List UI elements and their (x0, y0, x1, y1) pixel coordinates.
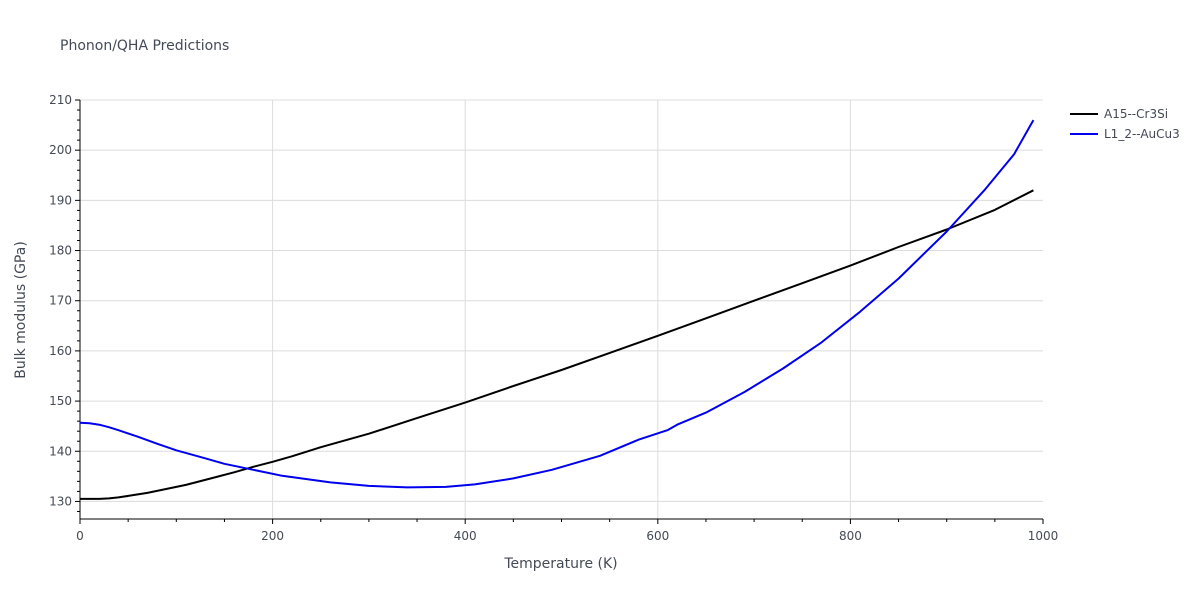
y-axis-title: Bulk modulus (GPa) (13, 241, 29, 379)
y-tick-label: 140 (49, 444, 72, 458)
y-tick-label: 130 (49, 494, 72, 508)
x-tick-label: 800 (839, 529, 862, 543)
tick-labels: 130 140 150 160 170 180 190 200 210 0 200 400 600 800… (49, 93, 1058, 543)
chart-title: Phonon/QHA Predictions (60, 38, 229, 54)
series-line-1 (79, 119, 1035, 489)
y-tick-label: 170 (49, 294, 72, 308)
y-tick-label: 190 (49, 193, 72, 207)
y-tick-label: 200 (49, 143, 72, 157)
axes (75, 99, 1044, 524)
y-tick-label: 160 (49, 344, 72, 358)
grid (80, 99, 1043, 519)
series-lines (79, 119, 1035, 500)
x-axis-title: Temperature (K) (503, 556, 617, 572)
x-tick-label: 1000 (1028, 529, 1059, 543)
x-tick-label: 0 (76, 529, 84, 543)
y-tick-label: 180 (49, 244, 72, 258)
legend: A15--Cr3Si L1_2--AuCu3 (1070, 107, 1180, 141)
x-tick-label: 400 (454, 529, 477, 543)
legend-label-1: L1_2--AuCu3 (1104, 127, 1180, 141)
y-tick-label: 150 (49, 394, 72, 408)
series-line-0 (80, 189, 1034, 500)
y-tick-label: 210 (49, 93, 72, 107)
x-tick-label: 600 (646, 529, 669, 543)
x-tick-label: 200 (261, 529, 284, 543)
legend-label-0: A15--Cr3Si (1104, 107, 1168, 121)
